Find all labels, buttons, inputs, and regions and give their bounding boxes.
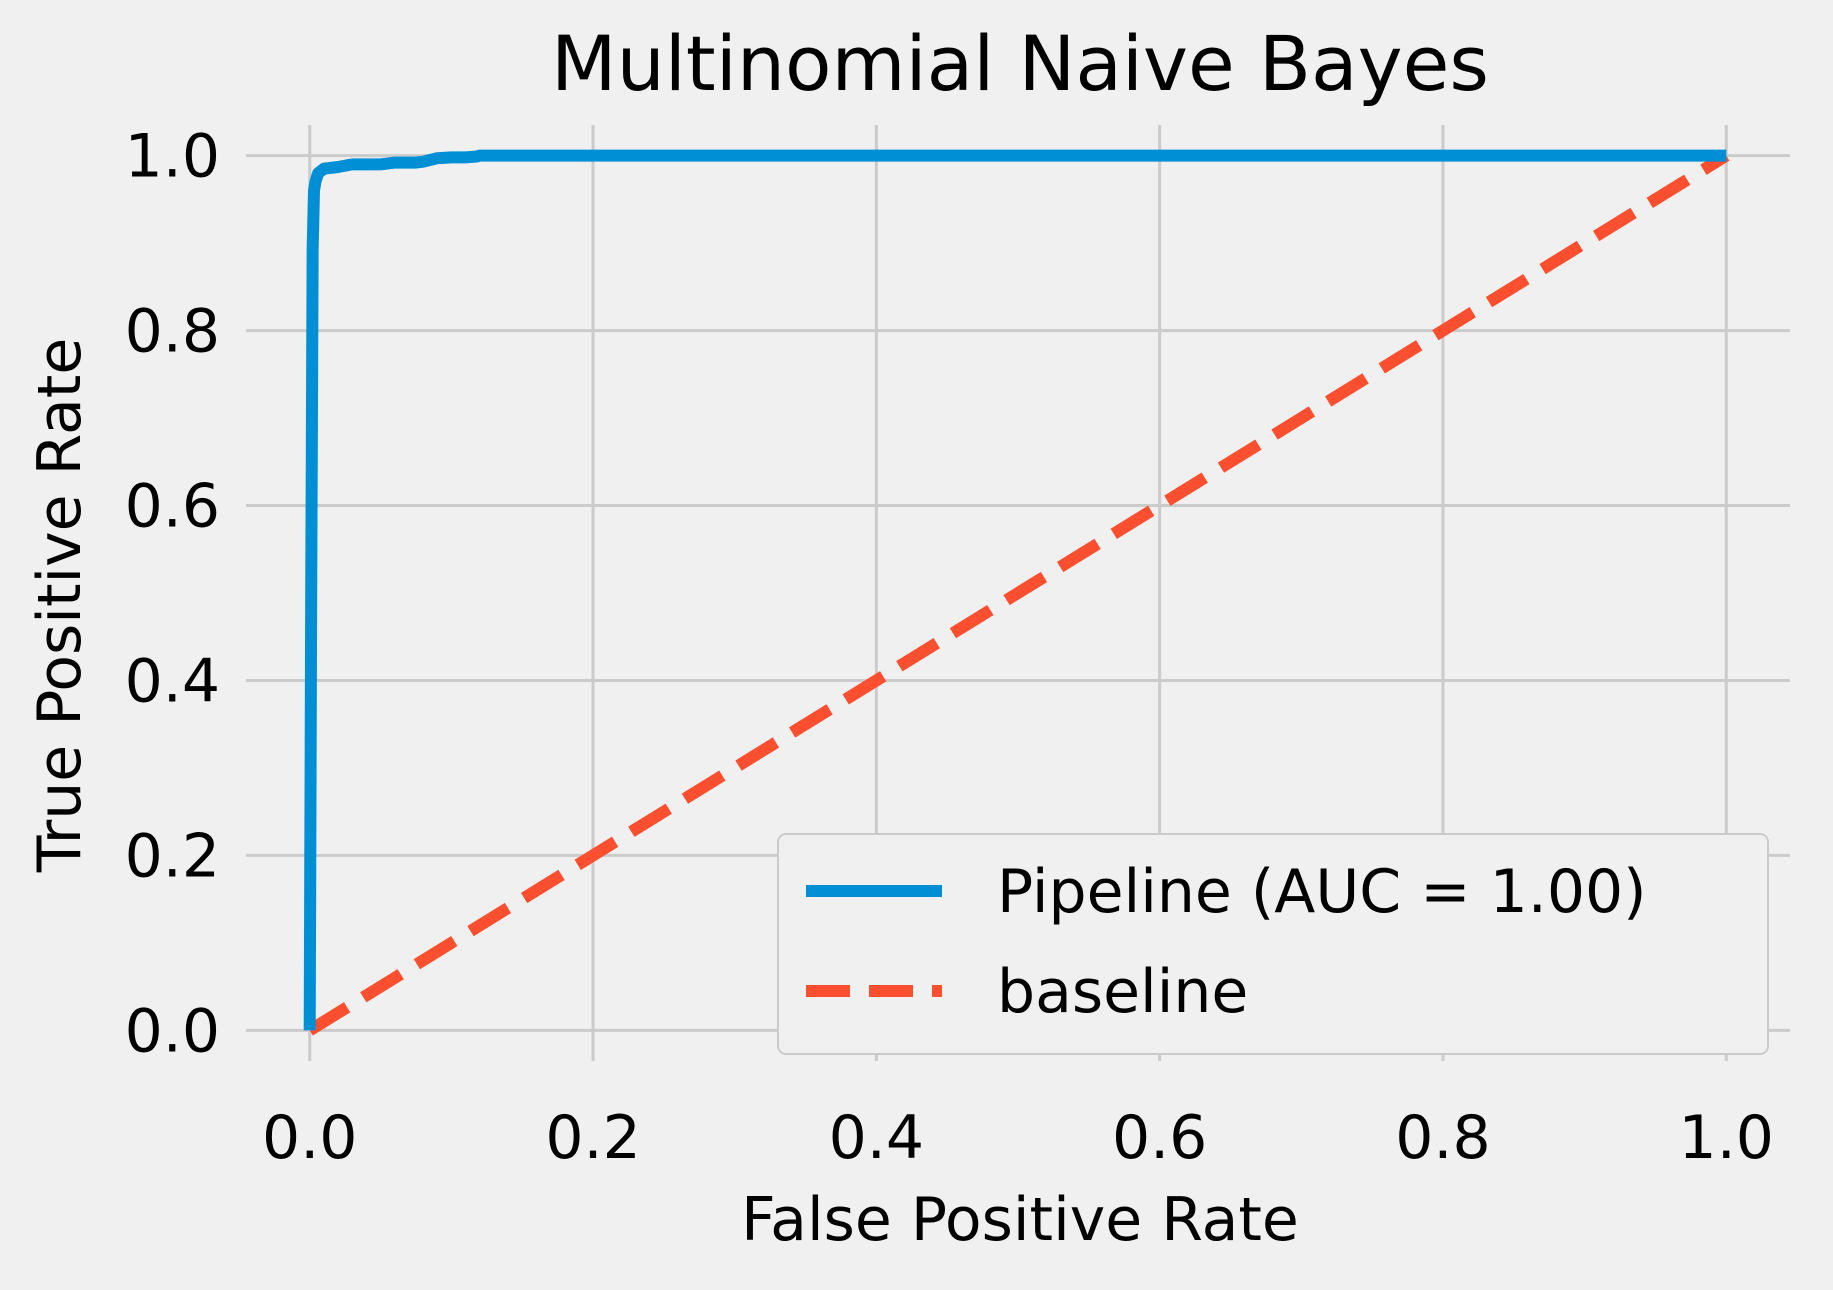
- legend: Pipeline (AUC = 1.00) baseline: [777, 833, 1769, 1055]
- tick-labels: 0.0 0.2 0.4 0.6 0.8 1.0 0.0 0.2 0.4 0.6 0.8 1.0: [125, 122, 1774, 1173]
- x-tick-label: 0.8: [1395, 1103, 1490, 1173]
- y-tick-label: 0.0: [125, 996, 220, 1066]
- y-tick-label: 1.0: [125, 122, 220, 192]
- y-tick-label: 0.2: [125, 821, 220, 891]
- series-layer: [303, 149, 1730, 1036]
- legend-label-baseline: baseline: [997, 957, 1248, 1027]
- legend-label-pipeline: Pipeline (AUC = 1.00): [997, 857, 1647, 927]
- y-tick-label: 0.6: [125, 472, 220, 542]
- legend-frame: [777, 833, 1769, 1055]
- x-tick-label: 0.4: [829, 1103, 924, 1173]
- x-tick-label: 0.0: [262, 1103, 357, 1173]
- baseline-line: [306, 150, 1730, 1036]
- x-axis-label: False Positive Rate: [741, 1185, 1299, 1255]
- x-tick-label: 1.0: [1679, 1103, 1774, 1173]
- y-tick-label: 0.4: [125, 646, 220, 716]
- chart-title: Multinomial Naive Bayes: [551, 19, 1489, 108]
- y-tick-label: 0.8: [125, 297, 220, 367]
- roc-curve-line: [303, 149, 1727, 1031]
- x-tick-label: 0.6: [1112, 1103, 1207, 1173]
- x-tick-label: 0.2: [545, 1103, 640, 1173]
- y-axis-label: True Positive Rate: [25, 338, 95, 873]
